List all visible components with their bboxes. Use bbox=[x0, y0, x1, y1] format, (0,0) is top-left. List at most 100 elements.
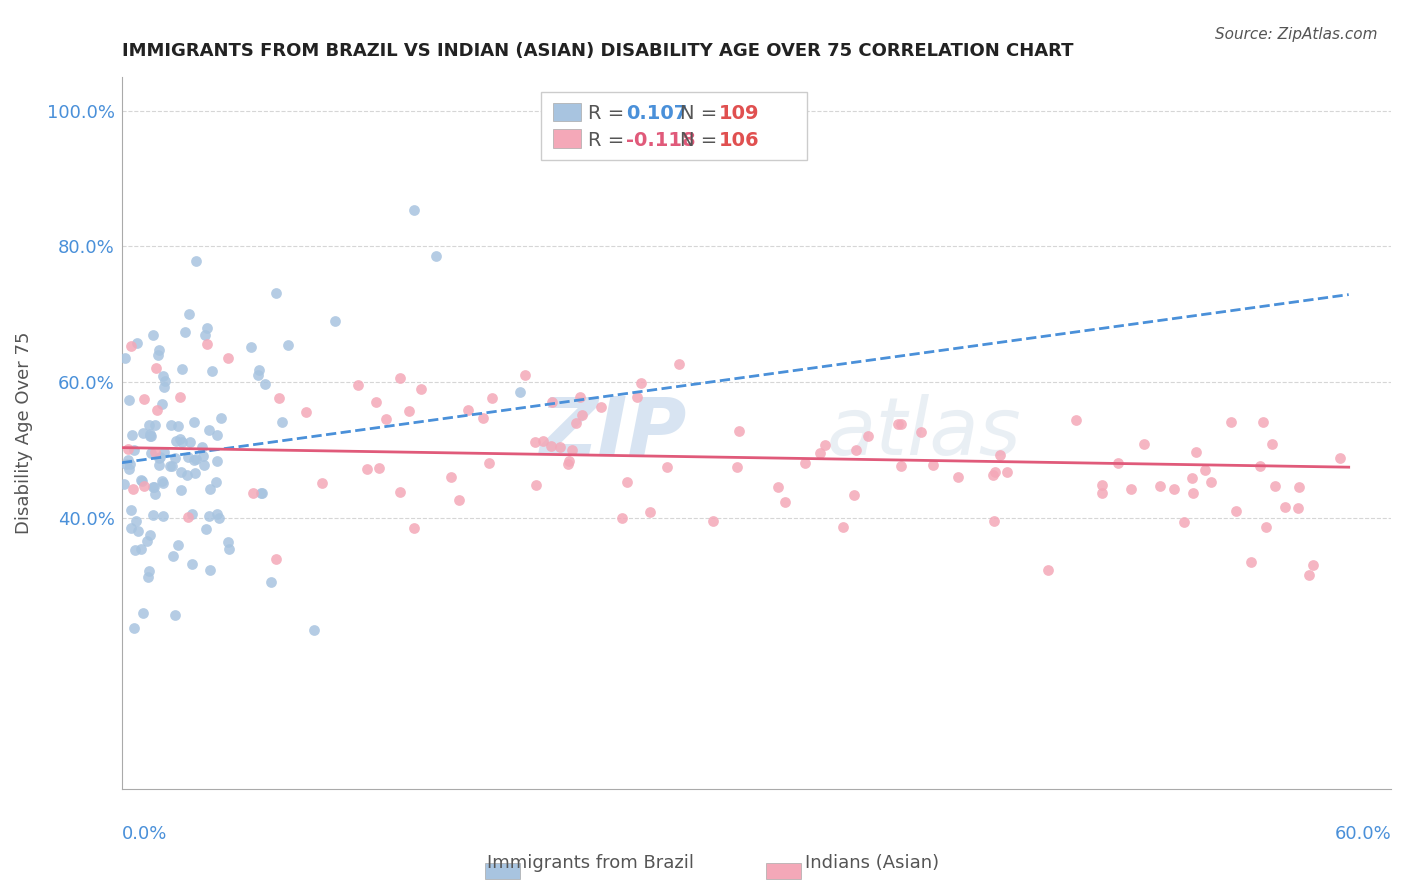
Point bbox=[1133, 437, 1156, 451]
Point bbox=[142, 508, 165, 522]
Point bbox=[183, 415, 205, 429]
Text: Indians (Asian): Indians (Asian) bbox=[804, 855, 939, 872]
Point bbox=[1298, 568, 1320, 582]
Point bbox=[277, 338, 299, 352]
Point bbox=[148, 450, 170, 464]
Point bbox=[205, 475, 228, 489]
Point bbox=[1091, 478, 1114, 492]
FancyBboxPatch shape bbox=[541, 92, 807, 160]
Point bbox=[117, 453, 139, 467]
Point bbox=[1329, 450, 1351, 465]
Point bbox=[120, 521, 142, 535]
Point bbox=[217, 351, 239, 365]
Point bbox=[1286, 500, 1309, 515]
Point bbox=[247, 368, 270, 383]
Point bbox=[198, 482, 221, 496]
Text: R =: R = bbox=[588, 103, 630, 123]
Point bbox=[198, 563, 221, 577]
Point bbox=[565, 416, 588, 430]
Point bbox=[207, 454, 229, 468]
Point bbox=[195, 321, 218, 335]
Point bbox=[179, 434, 201, 449]
Point bbox=[571, 409, 593, 423]
Point bbox=[176, 468, 198, 483]
Point bbox=[1254, 520, 1277, 534]
Point bbox=[640, 505, 662, 519]
Point bbox=[1119, 482, 1142, 496]
Point bbox=[150, 474, 173, 488]
Point bbox=[218, 541, 240, 556]
Point bbox=[983, 514, 1005, 528]
Point bbox=[1199, 475, 1222, 490]
Point bbox=[922, 458, 945, 472]
Point bbox=[1274, 500, 1296, 515]
Point bbox=[398, 404, 420, 418]
Point bbox=[183, 452, 205, 467]
Point bbox=[1149, 478, 1171, 492]
Point bbox=[887, 417, 910, 431]
Point bbox=[1173, 515, 1195, 529]
Point bbox=[169, 391, 191, 405]
Point bbox=[184, 467, 207, 481]
Point bbox=[139, 528, 162, 542]
Point bbox=[165, 434, 187, 448]
Point bbox=[125, 514, 148, 528]
Point bbox=[668, 357, 690, 371]
Point bbox=[159, 459, 181, 474]
Point bbox=[845, 443, 868, 458]
Point bbox=[347, 377, 370, 392]
Point bbox=[129, 473, 152, 487]
Point bbox=[513, 368, 536, 383]
Point bbox=[132, 392, 155, 406]
Point bbox=[630, 376, 652, 390]
Point bbox=[125, 336, 148, 351]
Point bbox=[1107, 456, 1129, 470]
Point bbox=[626, 391, 648, 405]
Point bbox=[169, 433, 191, 447]
Point bbox=[890, 458, 912, 473]
Point bbox=[207, 511, 229, 525]
Point bbox=[264, 285, 287, 300]
Point bbox=[120, 339, 142, 353]
Text: Source: ZipAtlas.com: Source: ZipAtlas.com bbox=[1215, 27, 1378, 42]
Text: 60.0%: 60.0% bbox=[1334, 824, 1391, 843]
Text: atlas: atlas bbox=[827, 393, 1021, 472]
Point bbox=[249, 486, 271, 500]
Point bbox=[167, 418, 190, 433]
Point bbox=[122, 443, 145, 458]
Point bbox=[194, 327, 217, 342]
Point bbox=[472, 411, 495, 425]
Point bbox=[995, 465, 1018, 479]
Point bbox=[561, 442, 583, 457]
Point bbox=[122, 621, 145, 635]
Point bbox=[145, 361, 167, 376]
Point bbox=[890, 417, 912, 432]
Point bbox=[186, 451, 208, 466]
Point bbox=[122, 483, 145, 497]
Point bbox=[201, 364, 224, 378]
Point bbox=[1225, 504, 1247, 518]
Point bbox=[610, 510, 633, 524]
Point bbox=[1264, 479, 1286, 493]
Text: N =: N = bbox=[681, 131, 724, 150]
Point bbox=[163, 607, 186, 622]
Point bbox=[170, 483, 193, 497]
Point bbox=[540, 439, 562, 453]
Point bbox=[509, 384, 531, 399]
Point bbox=[127, 524, 149, 538]
Text: R =: R = bbox=[588, 131, 630, 150]
Point bbox=[198, 509, 221, 524]
FancyBboxPatch shape bbox=[554, 129, 581, 148]
Point bbox=[170, 435, 193, 450]
Point bbox=[205, 507, 228, 521]
Point bbox=[165, 451, 187, 466]
Point bbox=[118, 393, 141, 408]
Point bbox=[180, 557, 202, 571]
Point bbox=[120, 458, 142, 472]
Point bbox=[114, 351, 136, 365]
Point bbox=[191, 440, 214, 454]
Text: IMMIGRANTS FROM BRAZIL VS INDIAN (ASIAN) DISABILITY AGE OVER 75 CORRELATION CHAR: IMMIGRANTS FROM BRAZIL VS INDIAN (ASIAN)… bbox=[122, 42, 1073, 60]
Point bbox=[557, 457, 579, 471]
Point bbox=[143, 444, 166, 458]
Point bbox=[112, 476, 135, 491]
